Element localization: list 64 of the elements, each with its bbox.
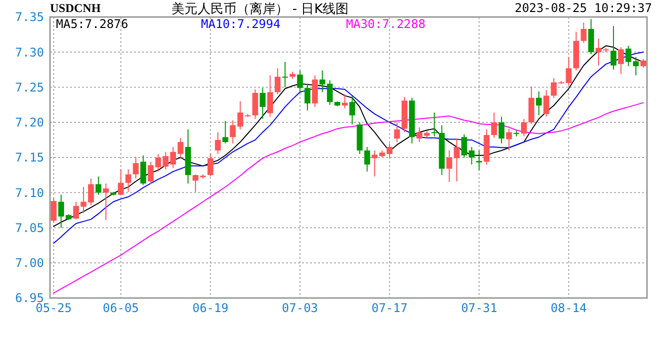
candlestick [132,156,139,180]
candlestick [521,118,527,137]
candlestick [454,138,460,182]
candlestick [461,134,468,158]
chart-title: 美元人民币（离岸） - 日K线图 [171,1,349,17]
text: MA10:7.2994 [201,17,280,31]
candlestick [588,18,594,55]
y-tick-label: 7.20 [15,116,44,130]
candlestick [208,153,214,177]
candlestick [102,182,109,221]
candlestick [50,198,57,223]
x-tick-label: 05-25 [36,301,72,315]
candlestick [618,46,624,74]
candlestick [394,122,400,143]
candlestick [297,70,303,92]
candlestick [282,61,288,88]
candlestick [468,146,475,166]
candlestick [222,120,228,144]
candlestick [476,150,482,171]
x-tick-label: 07-17 [371,301,408,315]
chart-subtitle: USDCNH [50,1,102,15]
candlestick [342,94,348,109]
candlestick [610,26,616,70]
candlestick [274,68,280,95]
y-tick-label: 7.00 [15,256,44,270]
candlestick [214,132,221,154]
candlestick [267,74,274,118]
candlestick [252,88,258,120]
x-tick-label: 06-19 [192,301,228,315]
candlestick [431,112,438,137]
y-tick-label: 7.30 [15,45,44,60]
candlestick [140,154,146,186]
candlestick [536,90,542,116]
y-tick-label: 7.10 [15,186,44,200]
candlestick [230,120,236,144]
text: 2023-08-25 10:29:37 [514,1,652,15]
y-tick-label: 7.25 [15,80,44,94]
x-tick-label: 07-03 [282,301,318,315]
x-tick-label: 06-05 [102,301,139,315]
candlestick [237,100,244,130]
candlestick [125,168,132,192]
candlestick [498,116,504,144]
candlestick [566,56,572,86]
candlestick [304,83,310,111]
candlestick [118,168,124,196]
x-tick-label: 08-14 [550,301,587,315]
candlestick [312,74,318,108]
candlestick [580,22,587,44]
candlestick [96,176,102,196]
candlestick [550,78,557,98]
y-tick-label: 7.05 [15,220,44,235]
candlestick [446,150,452,183]
y-tick-label: 7.35 [15,10,44,24]
text: MA5:7.2876 [56,17,128,31]
text: MA30:7.2288 [346,17,426,31]
candlestick [260,87,266,120]
candlestick [364,146,370,172]
line-series [53,102,644,294]
x-tick-label: 07-31 [461,301,498,315]
y-tick-label: 7.15 [15,150,44,165]
candlestick [491,112,497,138]
candlestick [543,90,550,118]
candlestick [506,128,512,151]
candlestick [349,96,356,125]
